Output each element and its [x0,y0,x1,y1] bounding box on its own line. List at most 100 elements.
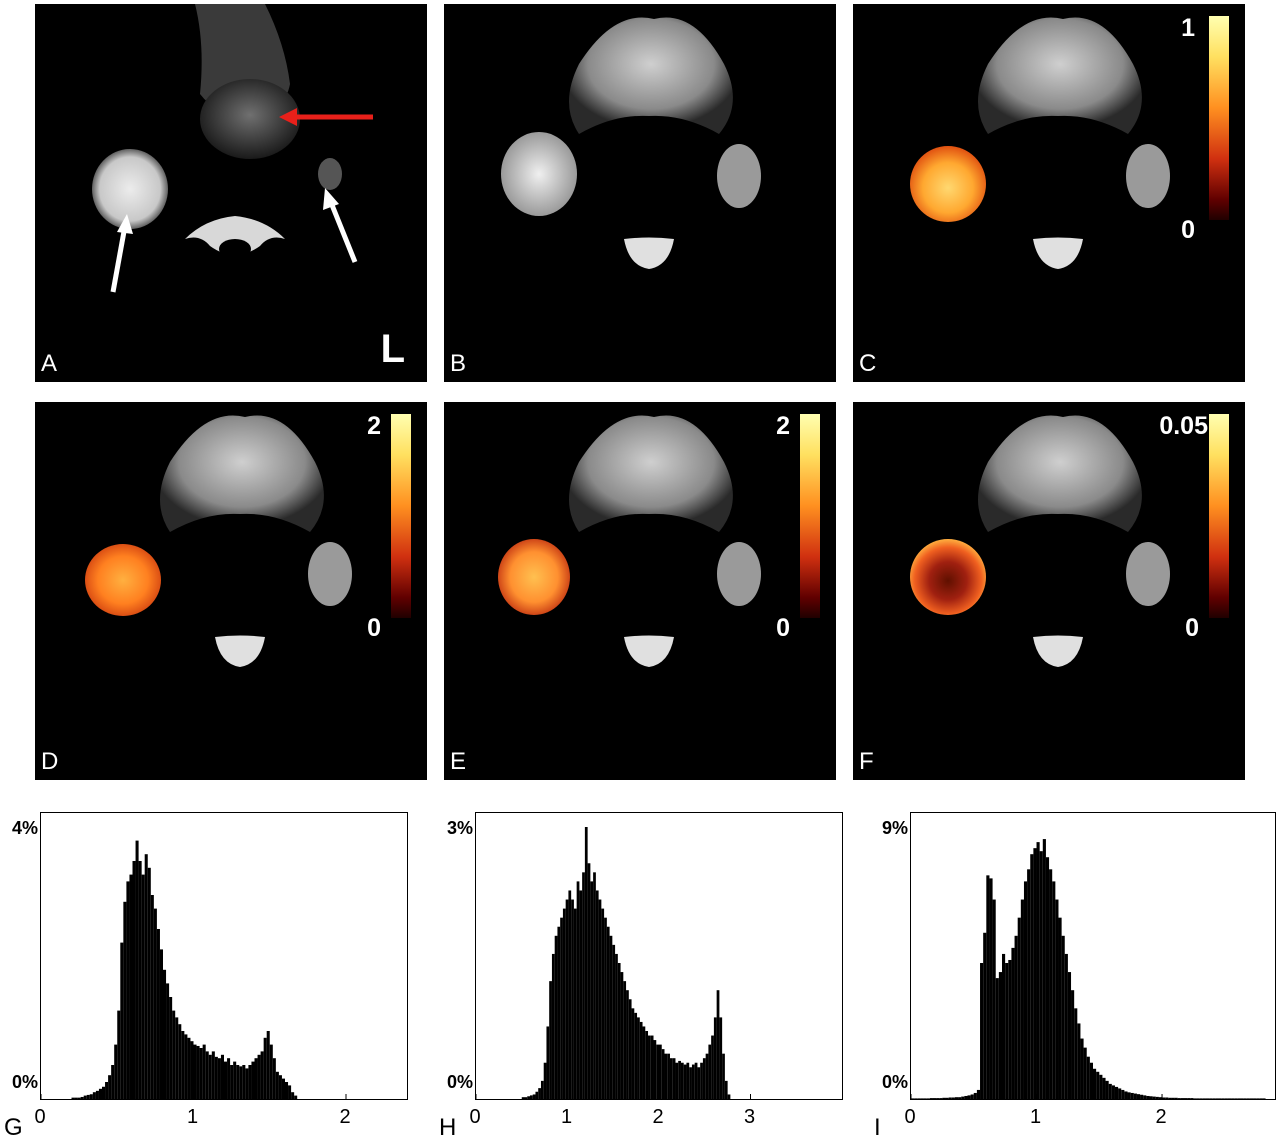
histogram-h-bar [653,1040,657,1099]
histogram-h-bar [587,863,591,1099]
histogram-i-bar [1055,899,1059,1099]
white-arrow-right [327,199,358,263]
histogram-i-bar [1105,1080,1109,1099]
histogram-g-bar [71,1097,75,1099]
histogram-i-bar [967,1095,971,1099]
histogram-h-bar [656,1044,659,1099]
histogram-g-bar [199,1048,203,1099]
histogram-i-bar [948,1097,952,1099]
histogram-g-bar [233,1061,237,1099]
histogram-h-bar [691,1064,695,1099]
histogram-h-bar [527,1096,530,1099]
histogram-g-bar [294,1095,298,1099]
histogram-i-bar [1168,1097,1172,1099]
panel-label-h: H [439,1114,457,1141]
histogram-g-plot [41,840,347,1099]
panel-label-e: E [450,748,467,775]
histogram-h-bar [590,881,594,1099]
histogram-g-bar [288,1085,292,1099]
histogram-g-bar [269,1044,273,1099]
mri-image-f [910,415,1170,667]
histogram-g-bar [208,1054,212,1099]
histogram-i-bar [1143,1095,1147,1099]
histogram-i-bar [1256,1098,1260,1099]
histogram-i-bar [986,875,990,1099]
histogram-h-bar [634,1012,638,1099]
histogram-g-bar [278,1075,282,1099]
histogram-i-xticks: 0 1 2 [904,1106,1274,1132]
histogram-h-bar [571,899,574,1099]
histogram-g-bar [159,949,163,1099]
histogram-g-bar [77,1097,81,1099]
histogram-i-bar [1253,1098,1257,1099]
histogram-g-bar [230,1065,234,1099]
histogram-i-bar [1199,1098,1203,1099]
panel-a: A L [35,4,427,382]
histogram-g-ymax: 4% [11,818,38,838]
colorbar-f [1209,414,1229,618]
histogram-i-bar [920,1098,924,1099]
histogram-i-bar [954,1097,959,1099]
histogram-h-bar [546,1026,550,1099]
histogram-g-ymin: 0% [11,1072,38,1092]
histogram-g-bar [169,997,173,1099]
histogram-g-bar [260,1051,264,1099]
histogram-h-bar [601,908,605,1099]
histogram-h-xtick-label: 2 [652,1106,664,1128]
mri-image-e [498,415,761,667]
histogram-h-bar [669,1058,673,1099]
panel-b: B [444,4,836,382]
histogram-i-bar [1190,1098,1194,1099]
colorbar-c [1209,16,1229,220]
histogram-h-bar [702,1058,706,1099]
histogram-h-bar [551,953,555,1099]
histogram-h-ymax: 3% [446,818,473,838]
histogram-h-bar [711,1035,714,1099]
histogram-i-bar [976,1089,981,1099]
histogram-h-bar [727,1094,731,1099]
histogram-i-bar [1020,899,1024,1099]
histogram-i-bar [1184,1098,1188,1099]
histogram-g-bar [150,895,154,1099]
histogram-g-bar [285,1082,289,1099]
histogram-i-bar [1108,1083,1112,1099]
histogram-i-bar [1083,1047,1087,1099]
histogram-i-bar [926,1098,930,1099]
histogram-i-bar [1005,963,1009,1099]
histogram-i-bar [995,978,999,1099]
panel-label-b: B [450,350,467,377]
histogram-h-bar [560,917,563,1099]
histogram-i-bar [1180,1098,1184,1099]
histogram-i-bar [1237,1098,1241,1099]
histogram-h-bar [716,990,720,1099]
histogram-i-bar [1074,1008,1078,1099]
histogram-g-bar [196,1045,200,1099]
histogram-i-bar [1205,1098,1210,1099]
mri-image-b [501,17,761,269]
histogram-i-bar [958,1097,962,1099]
histogram-h-xtick-label: 3 [743,1106,756,1128]
histogram-i-bar [939,1098,943,1099]
histogram-i-bar [970,1094,974,1099]
histogram-h-bar [724,1080,728,1099]
histogram-i-bar [1196,1098,1200,1099]
histogram-h-bar [612,944,616,1099]
histogram-i-bar [1130,1092,1134,1099]
histogram-g-bar [92,1092,96,1099]
histogram-g-bar [108,1075,112,1099]
histogram-h-bar [524,1097,528,1099]
histogram-i-bar [1218,1098,1222,1099]
histogram-i-bar [951,1097,955,1099]
histogram-g-bar [257,1054,261,1099]
histogram-i-bar [1002,953,1006,1099]
histogram-i-bar [998,972,1002,1099]
histogram-i-bar [1089,1062,1093,1099]
colorbar-e-min: 0 [776,614,790,642]
histogram-i-bar [1058,917,1062,1099]
histogram-h-bar [554,935,558,1099]
histogram-g: 4% 0% 0 1 2 G [0,800,420,1142]
histogram-i-plot [911,839,1266,1099]
histogram-h-bar [672,1058,676,1099]
histogram-g-bar [190,1041,194,1099]
histogram-h-bar [620,972,624,1099]
